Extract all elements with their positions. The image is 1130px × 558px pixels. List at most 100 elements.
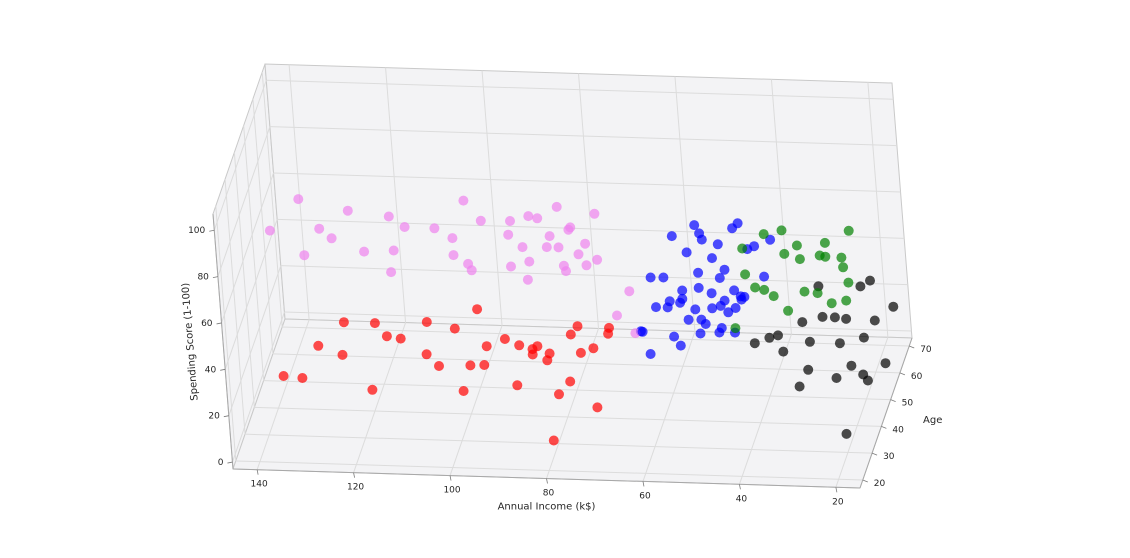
scatter-point — [794, 381, 805, 392]
scatter-point — [737, 243, 748, 254]
tick-mark — [835, 487, 838, 493]
scatter-point — [522, 274, 533, 285]
scatter-point — [729, 285, 740, 296]
scatter-point — [841, 295, 852, 306]
scatter-point — [592, 402, 603, 413]
z-axis-label: Spending Score (1-100) — [180, 282, 200, 401]
scatter-point — [723, 307, 734, 318]
x-tick-label: 40 — [736, 494, 748, 504]
scatter-point — [768, 291, 779, 302]
scatter-point — [695, 328, 706, 339]
grid-line — [215, 205, 237, 462]
grid-line — [231, 311, 285, 463]
scatter-point — [814, 250, 825, 261]
tick-mark — [546, 478, 548, 484]
scatter-point — [707, 253, 717, 264]
scatter-point — [681, 247, 692, 258]
x-tick-label: 80 — [543, 489, 555, 499]
scatter-point — [581, 260, 592, 271]
scatter-point — [694, 228, 705, 239]
grid-line — [835, 337, 889, 488]
scatter-point — [554, 389, 564, 400]
scatter-point — [727, 223, 738, 234]
y-axis-label: Age — [923, 415, 942, 426]
scatter-point — [804, 336, 815, 347]
scatter-point — [475, 215, 486, 226]
scatter-point — [776, 225, 787, 236]
grid-line — [674, 76, 696, 332]
scatter-point — [750, 282, 761, 293]
scatter-point — [714, 273, 725, 283]
y-tick-label: 60 — [911, 372, 923, 382]
z-tick-label: 20 — [208, 412, 220, 422]
scatter-point — [764, 332, 775, 343]
scatter-point — [551, 201, 562, 212]
scatter-point — [843, 277, 854, 288]
grid-line — [245, 433, 873, 454]
tick-mark — [890, 399, 896, 402]
grid-line — [224, 219, 278, 370]
scatter-point — [458, 386, 469, 396]
scatter-point — [799, 286, 810, 297]
scatter-point — [399, 222, 410, 232]
grid-line — [256, 319, 310, 470]
scatter-point — [783, 305, 794, 316]
scatter-point — [779, 248, 790, 259]
grid-line — [272, 353, 900, 374]
scatter-point — [466, 265, 477, 276]
scatter-point — [716, 323, 727, 333]
scatter-point — [429, 223, 440, 234]
scatter-point — [503, 229, 514, 240]
scatter-point — [541, 242, 552, 253]
grid-line — [546, 328, 599, 479]
scatter-point — [465, 360, 476, 371]
grid-line — [770, 79, 792, 335]
grid-line — [217, 126, 271, 277]
scatter-point — [689, 220, 700, 231]
grid-line — [263, 380, 891, 401]
scatter-point — [794, 254, 805, 265]
scatter-point — [558, 260, 569, 271]
scatter-point — [869, 315, 880, 326]
grid-line — [449, 325, 503, 476]
y-tick-label: 70 — [920, 345, 932, 355]
scatter-point — [524, 256, 535, 267]
x-tick-label: 120 — [347, 483, 364, 493]
scatter-point — [532, 341, 543, 352]
tick-mark — [256, 469, 259, 475]
tick-mark — [212, 276, 218, 278]
scatter-point — [888, 301, 899, 312]
grid-line — [243, 125, 265, 381]
scatter-point — [421, 317, 432, 327]
scatter-point — [826, 298, 837, 309]
axis-line — [859, 337, 913, 489]
grid-line — [642, 331, 696, 482]
tick-mark — [449, 475, 452, 481]
scatter-point — [612, 310, 622, 321]
scatter-point — [675, 340, 686, 351]
scatter-point — [548, 435, 559, 446]
scatter-point — [572, 321, 583, 332]
scatter-point — [575, 347, 586, 358]
scatter-point — [865, 275, 875, 286]
tick-mark — [223, 415, 229, 418]
scatter-point — [367, 384, 378, 395]
tick-mark — [216, 322, 222, 325]
scatter-point — [829, 312, 840, 323]
x-tick-label: 60 — [639, 491, 651, 501]
scatter-point — [359, 246, 370, 257]
scatter-point — [512, 380, 523, 391]
scatter-point — [645, 272, 656, 283]
scatter-point — [447, 233, 458, 244]
scatter-point — [514, 340, 525, 351]
grid-line — [213, 80, 267, 231]
scatter-point — [846, 360, 857, 371]
grid-line — [228, 265, 282, 416]
z-tick-label: 0 — [218, 458, 224, 468]
scatter-point — [740, 269, 751, 280]
grid-line — [233, 152, 255, 408]
scatter-point — [841, 313, 852, 324]
scatter-point — [293, 194, 304, 205]
